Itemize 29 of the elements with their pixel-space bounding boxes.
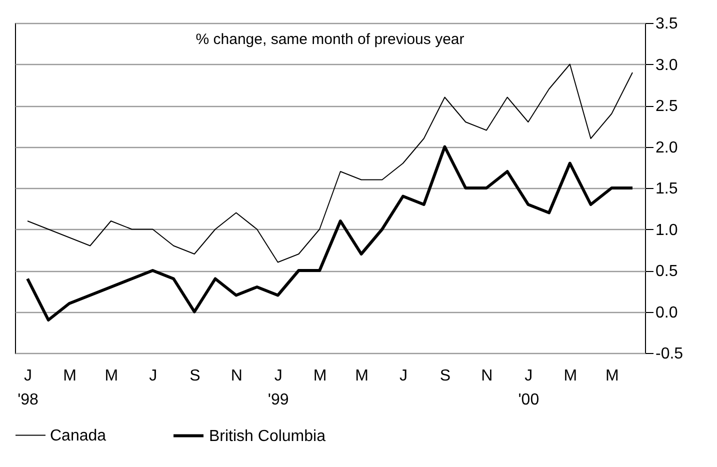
- x-tick-label: J: [400, 368, 408, 384]
- x-tick-label: S: [440, 368, 451, 384]
- line-series: [27, 64, 633, 263]
- x-tick-label: M: [63, 368, 76, 384]
- y-tick-label: 0.5: [656, 263, 678, 280]
- legend-label: Canada: [50, 427, 106, 444]
- x-tick-label: M: [564, 368, 578, 384]
- y-tick-label: -0.5: [656, 346, 684, 362]
- y-tick-label: 2.5: [656, 98, 678, 115]
- x-tick-label: J '99: [268, 368, 289, 408]
- y-tick-label: 1.0: [656, 222, 678, 239]
- y-tick-label: 0.0: [656, 304, 678, 322]
- text: % change, same month of previous year: [196, 31, 464, 48]
- x-tick-label: M: [355, 368, 368, 384]
- x-tick-label: M: [605, 368, 619, 384]
- x-tick-label: S: [190, 368, 200, 384]
- x-tick-label: N: [481, 368, 493, 384]
- x-tick-label: J: [149, 368, 158, 384]
- y-tick-label: 3.5: [656, 16, 678, 32]
- x-tick-label: N: [230, 368, 242, 384]
- y-tick-label: 3.0: [656, 56, 678, 74]
- x-tick-label: M: [313, 368, 327, 384]
- legend-label: British Columbia: [209, 428, 326, 445]
- x-tick-label: J '00: [518, 368, 540, 408]
- x-tick-label: J '98: [18, 368, 39, 408]
- y-tick-label: 2.0: [656, 139, 678, 156]
- x-tick-label: M: [104, 368, 118, 384]
- line-series: [26, 145, 634, 322]
- y-tick-label: 1.5: [656, 180, 678, 198]
